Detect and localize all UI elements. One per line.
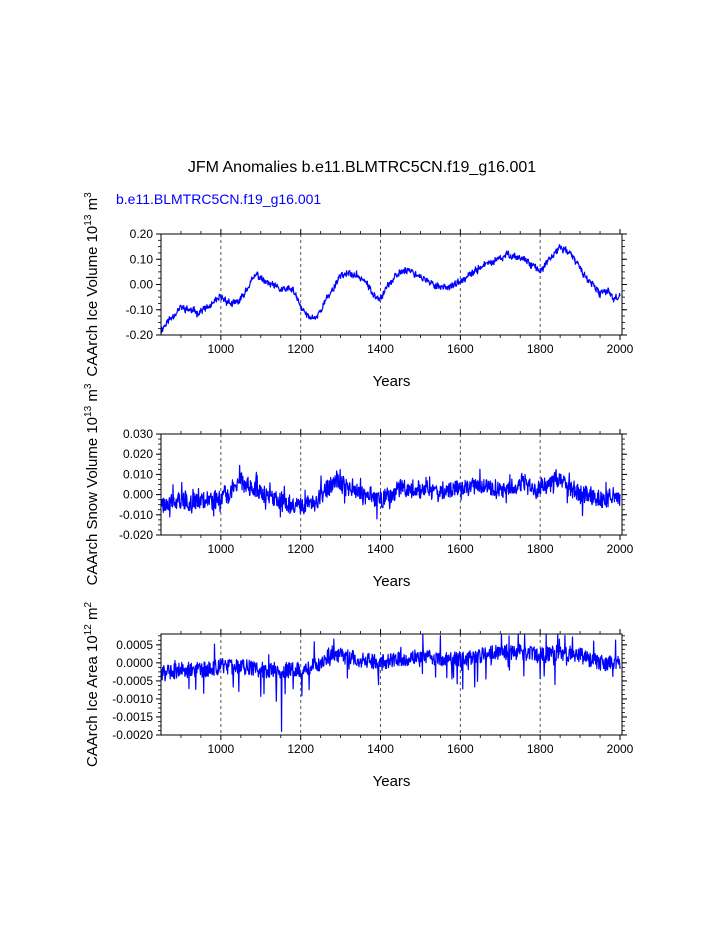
y-axis-label-unit-exp: 3 xyxy=(83,192,94,198)
y-tick-label: -0.0010 xyxy=(112,692,153,706)
y-tick-label: -0.0020 xyxy=(112,728,153,742)
main-title: JFM Anomalies b.e11.BLMTRC5CN.f19_g16.00… xyxy=(188,159,536,176)
y-axis-label-exp: 13 xyxy=(83,214,94,226)
y-tick-label: 0.030 xyxy=(123,427,153,441)
y-tick-label: -0.10 xyxy=(126,303,154,317)
x-tick-label-1600: 1600 xyxy=(447,542,474,556)
x-tick-label-1000: 1000 xyxy=(208,542,235,556)
y-axis-label-unit-exp: 3 xyxy=(83,383,94,389)
y-axis-label-unit-exp: 2 xyxy=(83,602,94,608)
x-tick-label-1000: 1000 xyxy=(208,742,235,756)
x-tick-label-1200: 1200 xyxy=(287,342,314,356)
x-tick-label-1600: 1600 xyxy=(447,742,474,756)
series-line-snow-volume-0 xyxy=(160,464,621,520)
y-tick-label: -0.010 xyxy=(119,508,153,522)
x-tick-label-2000: 2000 xyxy=(607,342,634,356)
x-axis-label: Years xyxy=(373,373,411,390)
subtitle: b.e11.BLMTRC5CN.f19_g16.001 xyxy=(116,191,321,207)
x-tick-label-1400: 1400 xyxy=(367,342,394,356)
x-tick-label-1200: 1200 xyxy=(287,542,314,556)
y-tick-label: 0.020 xyxy=(123,447,153,461)
x-tick-label-1400: 1400 xyxy=(367,742,394,756)
x-tick-label-1800: 1800 xyxy=(527,342,554,356)
y-axis-label-unit: m xyxy=(84,389,101,406)
y-axis-label-exp: 12 xyxy=(83,624,94,636)
y-axis-label-text: CAArch Snow Volume 10 xyxy=(84,417,101,585)
panel-ice-area: 1000 1200 1400 1600 1800 2000 Years -0.0020 -0.0… xyxy=(83,602,634,790)
y-axis-label-unit: m xyxy=(84,608,101,625)
series-line-ice-volume-0 xyxy=(160,244,621,334)
chart-panels: 1000 1200 1400 1600 1800 2000 Years -0.20 -0.10 0… xyxy=(83,192,634,790)
y-axis-label-exp: 13 xyxy=(83,405,94,417)
plot-frame xyxy=(160,633,623,736)
y-tick-label: 0.00 xyxy=(130,278,154,292)
x-tick-label-2000: 2000 xyxy=(607,742,634,756)
y-tick-label: -0.20 xyxy=(126,328,154,342)
y-axis-label: CAArch Ice Area 1012 m2 xyxy=(83,602,101,768)
panel-ice-volume: 1000 1200 1400 1600 1800 2000 Years -0.20 -0.10 0… xyxy=(83,192,634,390)
y-tick-label: -0.020 xyxy=(119,528,153,542)
x-tick-label-1600: 1600 xyxy=(447,342,474,356)
y-tick-label: -0.0015 xyxy=(112,710,153,724)
y-tick-label: -0.0005 xyxy=(112,674,153,688)
y-tick-label: 0.000 xyxy=(123,488,153,502)
y-axis-label: CAArch Ice Volume 1013 m3 xyxy=(83,192,101,377)
x-axis-label: Years xyxy=(373,773,411,790)
panel-snow-volume: 1000 1200 1400 1600 1800 2000 Years -0.020 -0.01… xyxy=(83,383,634,590)
y-tick-label: 0.0000 xyxy=(116,656,153,670)
y-axis-label-text: CAArch Ice Volume 10 xyxy=(84,226,101,377)
x-tick-label-1400: 1400 xyxy=(367,542,394,556)
y-tick-label: 0.010 xyxy=(123,467,153,481)
y-tick-label: 0.10 xyxy=(130,252,154,266)
y-axis-label-unit: m xyxy=(84,198,101,215)
y-tick-label: 0.20 xyxy=(130,227,154,241)
x-tick-label-2000: 2000 xyxy=(607,542,634,556)
series-line-ice-area-0 xyxy=(160,633,621,732)
x-tick-label-1000: 1000 xyxy=(208,342,235,356)
y-tick-label: 0.0005 xyxy=(116,638,153,652)
x-axis-label: Years xyxy=(373,573,411,590)
x-tick-label-1800: 1800 xyxy=(527,542,554,556)
x-tick-label-1800: 1800 xyxy=(527,742,554,756)
y-axis-label-text: CAArch Ice Area 10 xyxy=(84,635,101,767)
x-tick-label-1200: 1200 xyxy=(287,742,314,756)
y-axis-label: CAArch Snow Volume 1013 m3 xyxy=(83,383,101,585)
